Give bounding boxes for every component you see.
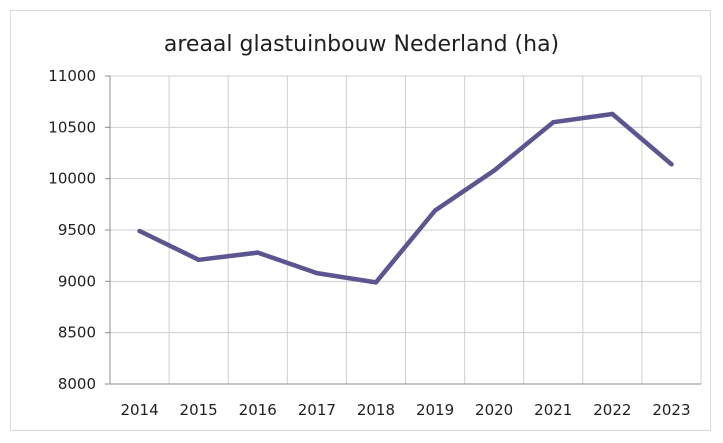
data-point bbox=[255, 250, 260, 255]
x-tick-label: 2018 bbox=[357, 401, 395, 419]
x-tick-label: 2016 bbox=[239, 401, 277, 419]
y-tick-label: 9500 bbox=[58, 221, 96, 239]
axis-layer bbox=[105, 75, 701, 385]
chart-frame bbox=[10, 10, 711, 431]
data-point bbox=[196, 257, 201, 262]
x-tick-label: 2020 bbox=[475, 401, 513, 419]
chart-title: areaal glastuinbouw Nederland (ha) bbox=[163, 32, 560, 57]
data-point bbox=[669, 162, 674, 167]
data-point bbox=[314, 270, 320, 276]
y-tick-label: 11000 bbox=[48, 67, 96, 85]
data-point bbox=[373, 280, 379, 285]
y-tick-label: 9000 bbox=[58, 272, 96, 290]
x-tick-label: 2021 bbox=[534, 401, 572, 419]
x-tick-label: 2015 bbox=[180, 401, 218, 419]
data-point bbox=[137, 228, 142, 234]
data-point bbox=[432, 208, 438, 213]
grid-layer bbox=[109, 75, 702, 385]
y-tick-label: 8500 bbox=[58, 324, 96, 342]
x-tick-label: 2014 bbox=[120, 401, 158, 419]
series-line bbox=[137, 111, 674, 285]
x-tick-label: 2019 bbox=[416, 401, 454, 419]
y-tick-labels: 8000 8500 9000 9500 10000 10500 11000 bbox=[48, 67, 96, 393]
data-point bbox=[491, 168, 497, 173]
data-point bbox=[551, 120, 556, 125]
x-tick-label: 2017 bbox=[298, 401, 336, 419]
x-tick-label: 2022 bbox=[593, 401, 631, 419]
y-tick-label: 10500 bbox=[48, 118, 96, 136]
series-layer bbox=[137, 111, 674, 285]
x-tick-label: 2023 bbox=[652, 401, 690, 419]
data-point bbox=[610, 111, 615, 117]
y-tick-label: 8000 bbox=[58, 375, 96, 393]
x-tick-labels: 2014 2015 2016 2017 2018 2019 2020 2021 2022 2023 bbox=[120, 401, 690, 419]
y-tick-label: 10000 bbox=[48, 170, 96, 188]
